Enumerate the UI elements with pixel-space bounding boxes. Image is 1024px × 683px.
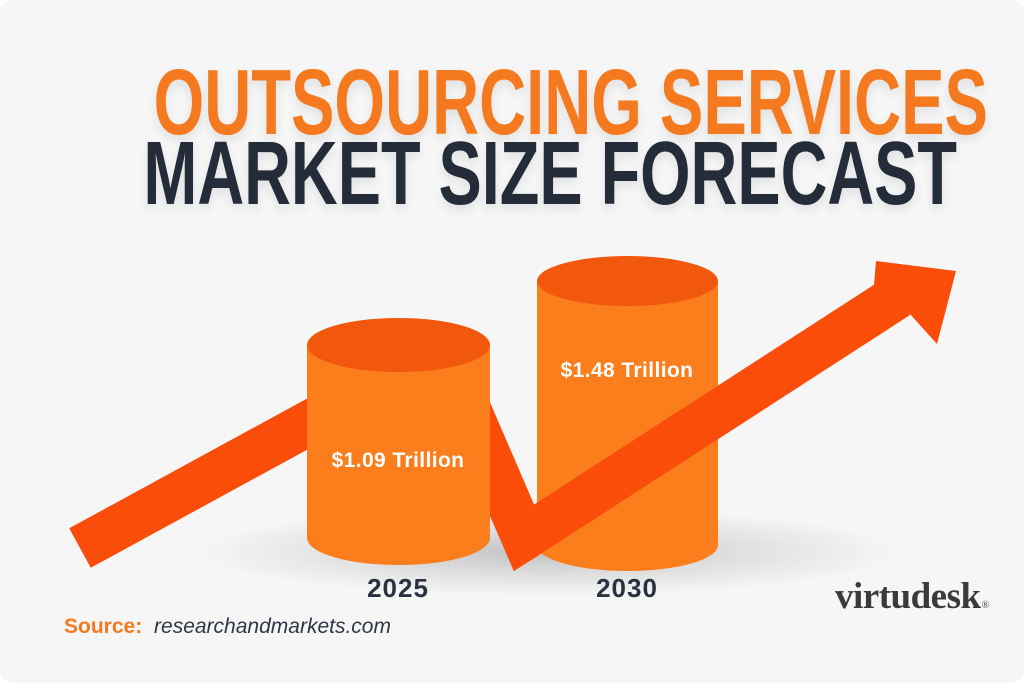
virtudesk-logo: virtudesk® bbox=[835, 577, 989, 626]
axis-label-2030: 2030 bbox=[596, 573, 658, 603]
axis-label-2025: 2025 bbox=[367, 573, 429, 603]
registered-mark-icon: ® bbox=[981, 600, 990, 611]
source-note: Source: researchandmarkets.com bbox=[64, 615, 391, 639]
bar-2025-body bbox=[307, 345, 490, 538]
source-value: researchandmarkets.com bbox=[154, 615, 391, 638]
bar-2030-top bbox=[537, 256, 718, 306]
bar-2025 bbox=[307, 318, 490, 565]
trend-arrow-shaft-front bbox=[503, 277, 911, 562]
title-line-1: OUTSOURCING SERVICES bbox=[0, 50, 1024, 154]
title-line-1-text: OUTSOURCING SERVICES bbox=[153, 50, 988, 154]
bar-2025-top bbox=[307, 318, 490, 372]
title-line-2-text: MARKET SIZE FORECAST bbox=[143, 124, 957, 224]
trend-arrow-head bbox=[873, 261, 956, 344]
title-line-2: MARKET SIZE FORECAST bbox=[0, 124, 1024, 224]
value-label-2025: $1.09 Trillion bbox=[331, 449, 465, 472]
value-label-2030: $1.48 Trillion bbox=[560, 359, 694, 382]
logo-text: virtudesk bbox=[835, 576, 981, 617]
source-label: Source: bbox=[64, 615, 143, 638]
